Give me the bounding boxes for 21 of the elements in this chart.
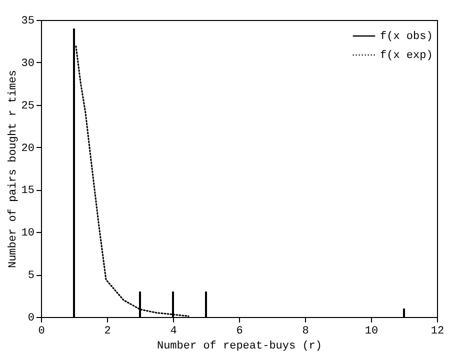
x-tick-label: 0: [38, 326, 45, 338]
y-tick-label: 10: [21, 228, 34, 240]
y-tick-label: 25: [21, 100, 34, 112]
legend-label: f(x obs): [380, 31, 433, 43]
x-axis-title: Number of repeat-buys (r): [156, 340, 322, 352]
y-axis-title: Number of pairs bought r times: [7, 70, 20, 268]
y-tick-label: 35: [21, 16, 34, 28]
x-tick-label: 4: [170, 326, 178, 338]
x-tick-label: 8: [302, 326, 309, 338]
x-tick-label: 2: [104, 326, 111, 338]
legend-label: f(x exp): [380, 50, 433, 62]
y-tick-label: 0: [28, 312, 34, 324]
y-tick-label: 30: [21, 58, 34, 70]
bar: [403, 308, 405, 317]
x-tick-label: 6: [236, 326, 243, 338]
x-tick-label: 10: [364, 326, 378, 338]
bar: [205, 292, 207, 317]
y-tick-label: 5: [28, 270, 34, 282]
y-tick-label: 20: [21, 142, 34, 155]
y-tick-label: 15: [21, 185, 34, 198]
x-tick-label: 12: [430, 326, 444, 338]
